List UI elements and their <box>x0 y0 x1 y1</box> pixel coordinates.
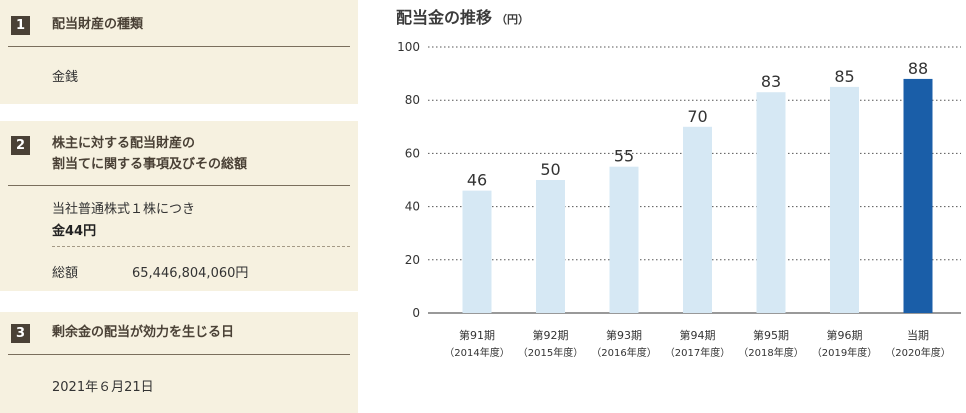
section-title: 配当財産の種類 <box>52 17 144 32</box>
data-label: 70 <box>687 107 707 126</box>
chart-title-text: 配当金の推移 <box>396 8 493 27</box>
x-tick-label-year: （2018年度） <box>738 346 803 359</box>
bar <box>683 126 712 313</box>
y-tick-label: 60 <box>405 146 420 160</box>
y-tick-label: 40 <box>405 200 420 214</box>
divider <box>8 354 350 355</box>
data-label: 88 <box>908 59 928 78</box>
chart-title: 配当金の推移 （円） <box>396 4 529 28</box>
x-tick-label-year: （2015年度） <box>518 346 583 359</box>
bar <box>462 190 492 313</box>
chart-unit: （円） <box>496 13 530 26</box>
divider <box>8 46 350 47</box>
x-tick-label-period: 第96期 <box>827 328 863 342</box>
dividend-type-panel: 1 配当財産の種類 金銭 <box>0 0 358 104</box>
bar <box>536 180 565 313</box>
bar <box>903 78 933 313</box>
section-title: 剰余金の配当が効力を生じる日 <box>52 325 235 340</box>
bar <box>830 86 859 314</box>
x-tick-label-period: 第91期 <box>459 328 495 342</box>
section-title-line-2: 割当てに関する事項及びその総額 <box>52 157 248 172</box>
x-tick-label-year: （2017年度） <box>665 346 730 359</box>
total-amount: 65,446,804,060円 <box>132 266 249 281</box>
x-tick-label-year: （2016年度） <box>591 346 656 359</box>
dividend-type-value: 金銭 <box>52 70 79 85</box>
x-tick-label-year: （2014年度） <box>444 346 509 359</box>
dividend-chart: 配当金の推移 （円） 0 20 40 60 80 100 46 第91期 （2014年度） 50 第9… <box>396 0 966 413</box>
bar <box>756 92 786 313</box>
effective-date-value: 2021年６月21日 <box>52 380 154 395</box>
y-tick-label: 100 <box>397 40 420 54</box>
x-tick-label-period: 第94期 <box>680 328 716 342</box>
section-title-line-1: 株主に対する配当財産の <box>52 136 196 151</box>
data-label: 55 <box>614 147 634 166</box>
dashed-divider <box>52 246 350 247</box>
divider <box>8 185 350 186</box>
dividend-allocation-panel: 2 株主に対する配当財産の 割当てに関する事項及びその総額 当社普通株式１株につ… <box>0 121 358 291</box>
data-label: 50 <box>540 160 560 179</box>
section-number-badge: 1 <box>11 16 30 35</box>
x-tick-label-period: 当期 <box>907 328 929 342</box>
y-tick-label: 0 <box>412 306 420 320</box>
bar <box>609 166 639 313</box>
total-label: 総額 <box>52 266 79 281</box>
data-label: 83 <box>761 72 781 91</box>
x-tick-label-period: 第93期 <box>606 328 642 342</box>
y-tick-label: 80 <box>405 93 420 107</box>
x-tick-label-year: （2020年度） <box>885 346 950 359</box>
data-label: 46 <box>467 171 487 190</box>
effective-date-panel: 3 剰余金の配当が効力を生じる日 2021年６月21日 <box>0 312 358 413</box>
per-share-amount: 金44円 <box>52 224 97 239</box>
per-share-label: 当社普通株式１株につき <box>52 202 196 217</box>
x-tick-label-period: 第95期 <box>753 328 789 342</box>
data-label: 85 <box>834 67 854 86</box>
chart-plot: 0 20 40 60 80 100 46 第91期 （2014年度） 50 第92期 （2015年度）… <box>397 40 961 359</box>
y-tick-label: 20 <box>405 253 420 267</box>
x-tick-label-period: 第92期 <box>533 328 569 342</box>
section-number-badge: 3 <box>11 324 30 343</box>
section-number-badge: 2 <box>11 136 30 155</box>
x-tick-label-year: （2019年度） <box>812 346 877 359</box>
